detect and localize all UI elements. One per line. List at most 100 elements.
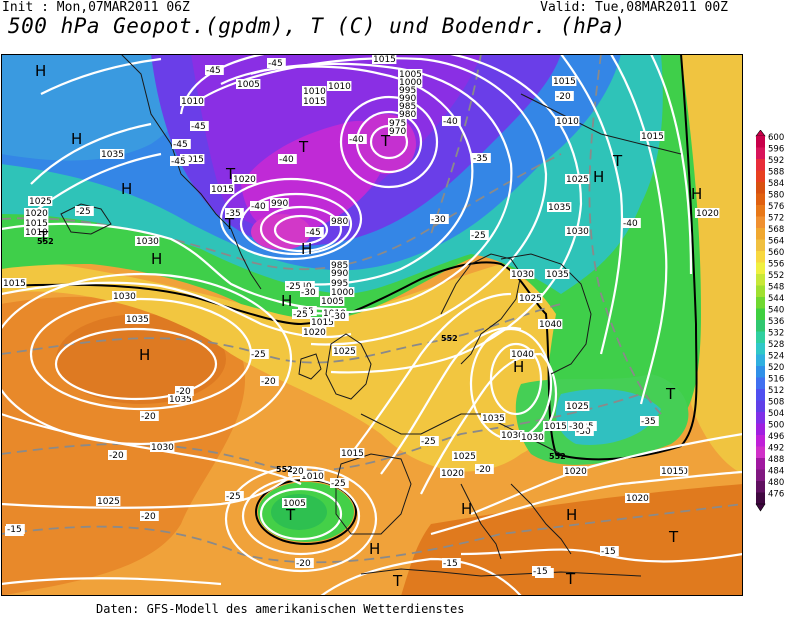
legend-swatch [756,262,765,274]
isobar-label: 1010 [301,472,324,482]
isotherm-label-bg [295,558,314,568]
legend-level: 536 [768,317,784,327]
legend-level: 556 [768,260,784,270]
isotherm-label-bg [300,287,319,297]
coastline-scandinavia [500,253,592,375]
legend-level: 524 [768,352,784,362]
chart-title: 500 hPa Geopot.(gpdm), T (C) und Bodendr… [8,14,626,38]
isotherm-label: -40 [443,117,458,127]
isotherm-label: -40 [279,155,294,165]
legend-level: 512 [768,386,784,396]
isobar-label-bg [24,218,49,228]
pressure-center: H [151,250,162,268]
coastline-iceland [60,203,112,235]
pressure-center: T [612,152,623,170]
isobar-label: 1020 [626,494,649,504]
coastline-ireland [298,353,322,380]
isobar [1,468,302,509]
legend-level: 500 [768,421,784,431]
isobar-label: 1015 [373,55,396,65]
isobar-label: 1020 [696,209,719,219]
isobar-label: 1000 [331,288,354,298]
isobar [54,327,218,401]
isotherm-label-bg [442,558,461,568]
pressure-center: H [121,180,132,198]
legend-level: 496 [768,432,784,442]
isotherm-label-bg [640,416,659,426]
legend-level: 516 [768,375,784,385]
isotherm-label: -20 [476,465,491,475]
isobar-label: 990 [331,269,348,279]
isobar-label-bg [565,174,590,184]
isobar-label: 1010 [25,228,48,238]
legend-swatch [756,205,765,217]
pressure-center: T [668,528,679,546]
isotherm-label-bg [170,156,189,166]
isobar [610,54,668,405]
isobar [273,214,329,246]
isobar-label: 975 [389,119,406,129]
isotherm-label-bg [330,311,349,321]
pressure-center: T [298,138,309,156]
isobar-label: 1025 [519,294,542,304]
isobar-label-bg [150,442,175,452]
legend-swatch [756,377,765,389]
isobar-label: 1005 [283,499,306,509]
pressure-center: H [369,540,380,558]
isobar-label: 1035 [548,203,571,213]
isotherm-label-bg [225,491,244,501]
isobar-label-bg [398,77,423,87]
legend-swatch [756,423,765,435]
isotherm-label: -30 [301,288,316,298]
pressure-center: T [392,572,403,590]
isobar-label-bg [547,202,572,212]
isotherm-label-bg [420,436,439,446]
legend-swatch [756,366,765,378]
isobar [239,192,353,256]
legend-swatch [756,228,765,240]
isotherm-label: -20 [176,387,191,397]
isotherm-label-bg [348,134,367,144]
isobar-label: 1015 [341,449,364,459]
isobar-label: 970 [389,127,406,137]
pressure-center: T [285,506,296,524]
isobar-label-bg [125,314,150,324]
legend-swatch [756,136,765,148]
isobar-label-bg [640,131,665,141]
isotherm-label: -20 [109,451,124,461]
legend-level: 476 [768,490,784,500]
isobar-label-bg [565,401,590,411]
isobar-label: 1025 [453,452,476,462]
coastline-british-isles [325,333,372,400]
legend-swatch [756,193,765,205]
isobar [259,487,343,541]
isotherm-label: -30 [569,422,584,432]
highlight-labels: 552 552 552 552 [37,237,566,474]
isobar-label: 1015 [553,77,576,87]
isotherm-label-bg [6,524,25,534]
isotherm-label-bg [622,218,641,228]
isotherm-label-bg [225,208,244,218]
legend-level: 528 [768,340,784,350]
isobar [179,54,583,374]
isobar-label-bg [552,76,577,86]
pressure-center: H [35,62,46,80]
isobar-label-bg [625,493,650,503]
isotherm-label-bg [175,386,194,396]
isobar-label: 1020 [233,175,256,185]
legend-swatch [756,297,765,309]
isobar-label: 1015 [641,132,664,142]
isotherm-label: -45 [173,140,188,150]
isobar-label-bg [563,466,588,476]
isobar-label-bg [232,174,257,184]
isobar-label-bg [545,269,570,279]
isotherm-label: -25 [421,437,436,447]
isobar-label: 1025 [566,402,589,412]
isobar-label: 1030 [511,270,534,280]
legend-level: 484 [768,467,784,477]
isobar-label-bg [24,208,49,218]
isotherm-label: -35 [641,417,656,427]
isobar-label: 1035 [169,395,192,405]
legend-arrow-top [755,129,766,137]
isobar-label-bg [270,198,289,208]
